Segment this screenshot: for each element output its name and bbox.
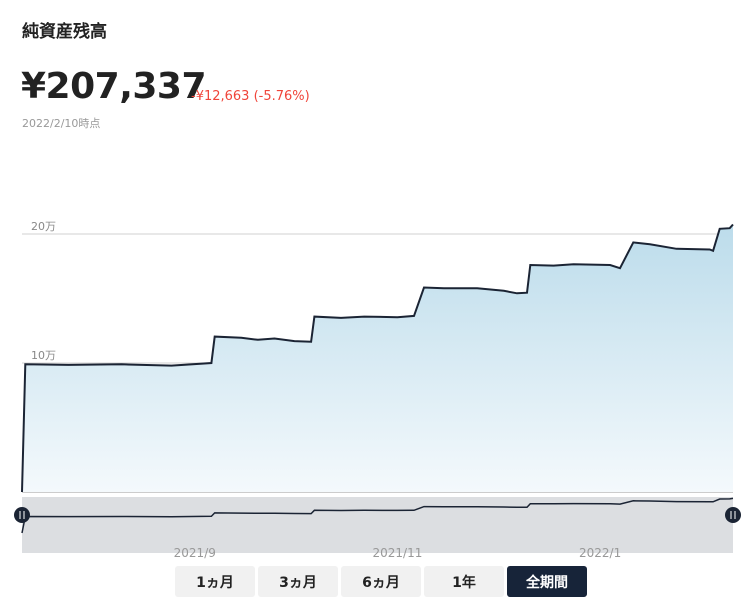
area-fill: [22, 224, 733, 492]
y-tick-label: 10万: [31, 349, 56, 362]
x-tick-label: 2021/11: [373, 546, 423, 560]
range-selector: 1ヵ月 3ヵ月 6ヵ月 1年 全期間: [175, 566, 587, 597]
range-all-button[interactable]: 全期間: [507, 566, 587, 597]
range-3-months-button[interactable]: 3ヵ月: [258, 566, 338, 597]
x-tick-label: 2022/1: [579, 546, 621, 560]
as-of-date: 2022/2/10時点: [22, 117, 101, 130]
series-line: [21, 223, 734, 493]
net-worth-value: ¥207,337: [21, 66, 207, 107]
page-title: 純資産残高: [22, 22, 107, 42]
x-tick-label: 2021/9: [174, 546, 216, 560]
range-1-month-button[interactable]: 1ヵ月: [175, 566, 255, 597]
y-tick-label: 20万: [31, 220, 56, 233]
navigator-handle-right[interactable]: [725, 507, 741, 523]
navigator-line: [21, 497, 734, 534]
range-1-year-button[interactable]: 1年: [424, 566, 504, 597]
navigator-handle-left[interactable]: [14, 507, 30, 523]
navigator[interactable]: [22, 497, 733, 553]
net-worth-change: -¥12,663 (-5.76%): [191, 89, 310, 104]
range-6-months-button[interactable]: 6ヵ月: [341, 566, 421, 597]
